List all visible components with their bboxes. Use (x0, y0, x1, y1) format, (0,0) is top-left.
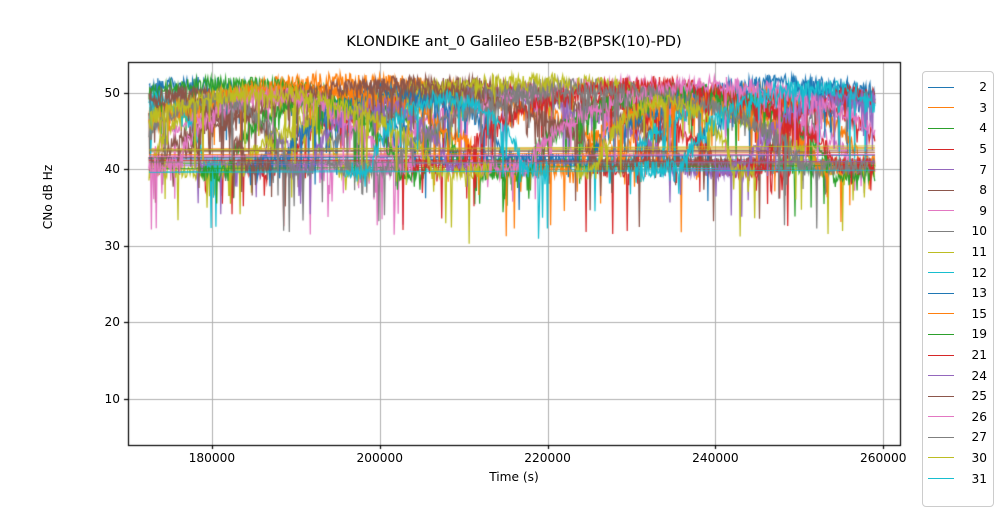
legend-color-swatch (928, 230, 954, 232)
legend-item-3[interactable]: 3 (928, 98, 987, 119)
legend-item-label: 11 (971, 245, 987, 260)
legend-item-9[interactable]: 9 (928, 201, 987, 222)
legend-color-swatch (928, 107, 954, 109)
legend-color-swatch (928, 436, 954, 438)
y-tick-label: 50 (104, 85, 120, 100)
legend-item-31[interactable]: 31 (928, 468, 987, 489)
legend-item-label: 25 (971, 389, 987, 404)
legend-item-21[interactable]: 21 (928, 345, 987, 366)
legend-item-26[interactable]: 26 (928, 407, 987, 428)
legend-item-label: 27 (971, 430, 987, 445)
legend-item-label: 15 (971, 306, 987, 321)
legend-item-4[interactable]: 4 (928, 118, 987, 139)
legend-item-15[interactable]: 15 (928, 304, 987, 325)
legend-item-label: 8 (979, 183, 987, 198)
legend-item-12[interactable]: 12 (928, 262, 987, 283)
legend-item-label: 5 (979, 142, 987, 157)
legend-item-24[interactable]: 24 (928, 365, 987, 386)
y-tick-label: 40 (104, 162, 120, 177)
legend-color-swatch (928, 395, 954, 397)
legend[interactable]: 2 3 4 5 7 8 9 10 11 12 13 15 19 21 24 25 26 27 30 31 (922, 71, 994, 507)
legend-item-label: 30 (971, 450, 987, 465)
x-tick-label: 260000 (859, 451, 907, 465)
x-tick-label: 180000 (188, 451, 236, 465)
legend-item-11[interactable]: 11 (928, 242, 987, 263)
legend-color-swatch (928, 169, 954, 171)
x-axis-label: Time (s) (489, 470, 539, 484)
legend-item-label: 9 (979, 203, 987, 218)
x-tick-label: 220000 (524, 451, 571, 465)
legend-color-swatch (928, 333, 954, 335)
legend-color-swatch (928, 292, 954, 294)
legend-color-swatch (928, 457, 954, 459)
y-tick-label: 30 (104, 238, 120, 253)
legend-item-label: 12 (971, 265, 987, 280)
legend-item-label: 2 (979, 80, 987, 95)
chart-title: KLONDIKE ant_0 Galileo E5B-B2(BPSK(10)-P… (346, 33, 682, 50)
legend-color-swatch (928, 478, 954, 480)
legend-item-8[interactable]: 8 (928, 180, 987, 201)
legend-color-swatch (928, 375, 954, 377)
legend-item-7[interactable]: 7 (928, 159, 987, 180)
legend-item-19[interactable]: 19 (928, 324, 987, 345)
legend-item-label: 19 (971, 327, 987, 342)
legend-color-swatch (928, 86, 954, 88)
legend-item-label: 3 (979, 100, 987, 115)
x-tick-label: 200000 (356, 451, 403, 465)
legend-item-label: 31 (971, 471, 987, 486)
legend-color-swatch (928, 416, 954, 418)
legend-item-label: 4 (979, 121, 987, 136)
legend-color-swatch (928, 210, 954, 212)
legend-item-30[interactable]: 30 (928, 448, 987, 469)
legend-color-swatch (928, 148, 954, 150)
y-tick-label: 20 (104, 315, 120, 330)
y-axis-label: CNo dB Hz (41, 164, 55, 230)
legend-item-label: 10 (971, 224, 987, 239)
legend-item-13[interactable]: 13 (928, 283, 987, 304)
y-tick-label: 10 (104, 392, 120, 407)
legend-item-25[interactable]: 25 (928, 386, 987, 407)
legend-color-swatch (928, 313, 954, 315)
legend-item-label: 26 (971, 409, 987, 424)
legend-item-label: 13 (971, 286, 987, 301)
legend-item-10[interactable]: 10 (928, 221, 987, 242)
legend-color-swatch (928, 354, 954, 356)
legend-item-27[interactable]: 27 (928, 427, 987, 448)
legend-item-2[interactable]: 2 (928, 77, 987, 98)
legend-color-swatch (928, 189, 954, 191)
legend-color-swatch (928, 251, 954, 253)
legend-color-swatch (928, 272, 954, 274)
legend-item-5[interactable]: 5 (928, 139, 987, 160)
legend-color-swatch (928, 127, 954, 129)
legend-item-label: 24 (971, 368, 987, 383)
legend-item-label: 7 (979, 162, 987, 177)
legend-item-label: 21 (971, 348, 987, 363)
x-tick-label: 240000 (692, 451, 739, 465)
